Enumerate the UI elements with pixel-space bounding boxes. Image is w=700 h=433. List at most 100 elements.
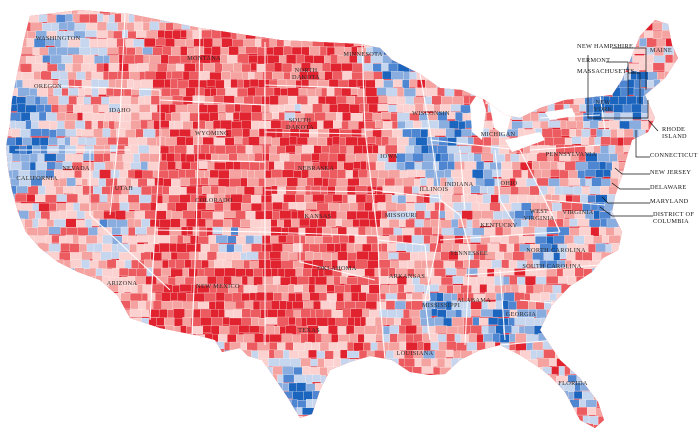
county bbox=[421, 366, 434, 374]
county bbox=[262, 145, 270, 154]
county bbox=[288, 202, 297, 210]
county bbox=[283, 219, 292, 228]
county bbox=[302, 292, 310, 300]
county bbox=[130, 144, 139, 155]
county bbox=[429, 284, 440, 292]
county bbox=[609, 153, 618, 163]
county bbox=[224, 104, 235, 113]
county bbox=[544, 137, 555, 147]
county bbox=[479, 284, 488, 293]
county bbox=[292, 391, 304, 401]
county bbox=[198, 236, 209, 244]
leader-line-ri bbox=[647, 119, 659, 132]
county bbox=[209, 112, 219, 122]
county bbox=[238, 46, 246, 55]
county bbox=[35, 55, 43, 64]
county bbox=[67, 71, 77, 80]
county bbox=[328, 202, 340, 212]
county bbox=[201, 259, 209, 269]
county bbox=[602, 169, 611, 177]
county bbox=[31, 121, 39, 129]
county bbox=[49, 120, 58, 131]
county bbox=[91, 120, 98, 131]
county bbox=[21, 161, 31, 171]
county bbox=[58, 95, 69, 106]
county bbox=[228, 46, 239, 56]
county bbox=[108, 63, 120, 72]
county bbox=[233, 62, 242, 73]
county bbox=[384, 162, 397, 172]
county bbox=[262, 112, 273, 121]
county bbox=[459, 145, 472, 154]
county bbox=[404, 161, 415, 170]
county bbox=[271, 193, 284, 203]
county bbox=[10, 161, 22, 171]
county bbox=[527, 153, 537, 162]
county bbox=[405, 145, 415, 154]
county bbox=[121, 29, 129, 39]
county bbox=[81, 178, 88, 186]
county bbox=[76, 71, 86, 80]
county bbox=[241, 292, 251, 302]
county bbox=[273, 87, 281, 97]
county bbox=[501, 169, 513, 179]
county bbox=[403, 309, 410, 319]
county bbox=[460, 334, 469, 343]
county bbox=[453, 284, 461, 295]
county bbox=[540, 292, 551, 302]
county bbox=[290, 276, 298, 286]
county bbox=[212, 38, 222, 48]
county bbox=[125, 38, 134, 49]
county bbox=[305, 383, 316, 393]
county bbox=[602, 128, 611, 139]
county bbox=[61, 54, 73, 65]
county bbox=[413, 145, 422, 154]
county bbox=[574, 112, 584, 122]
county bbox=[314, 236, 323, 245]
county bbox=[246, 342, 258, 351]
county bbox=[179, 194, 191, 204]
county bbox=[385, 300, 396, 309]
leader-line-ct bbox=[635, 130, 650, 158]
county bbox=[258, 251, 270, 261]
county bbox=[627, 87, 635, 96]
county bbox=[220, 47, 230, 55]
county bbox=[231, 259, 244, 269]
county bbox=[202, 185, 212, 194]
county bbox=[396, 203, 407, 212]
county bbox=[463, 96, 470, 105]
county bbox=[407, 260, 415, 269]
county bbox=[552, 284, 562, 294]
county bbox=[32, 203, 39, 211]
county bbox=[49, 202, 57, 211]
county bbox=[399, 219, 406, 228]
county bbox=[233, 309, 243, 319]
county bbox=[214, 145, 226, 155]
county bbox=[494, 276, 504, 287]
county bbox=[220, 54, 228, 65]
county bbox=[168, 170, 179, 180]
county bbox=[403, 88, 417, 97]
county bbox=[297, 178, 307, 187]
county bbox=[159, 219, 171, 229]
county bbox=[595, 169, 604, 178]
county bbox=[487, 325, 496, 335]
county bbox=[210, 186, 219, 196]
county bbox=[259, 161, 269, 171]
county bbox=[268, 349, 275, 359]
county bbox=[107, 137, 118, 145]
county bbox=[502, 300, 509, 310]
county bbox=[116, 153, 123, 163]
county bbox=[231, 128, 244, 139]
county bbox=[291, 218, 300, 227]
county bbox=[344, 301, 356, 309]
county bbox=[398, 325, 406, 336]
state-label-az: ARIZONA bbox=[107, 280, 138, 287]
county bbox=[483, 162, 490, 171]
county bbox=[375, 161, 386, 171]
county bbox=[509, 194, 519, 204]
county bbox=[258, 79, 270, 89]
county bbox=[269, 79, 278, 88]
county bbox=[73, 104, 81, 114]
county bbox=[275, 128, 284, 138]
